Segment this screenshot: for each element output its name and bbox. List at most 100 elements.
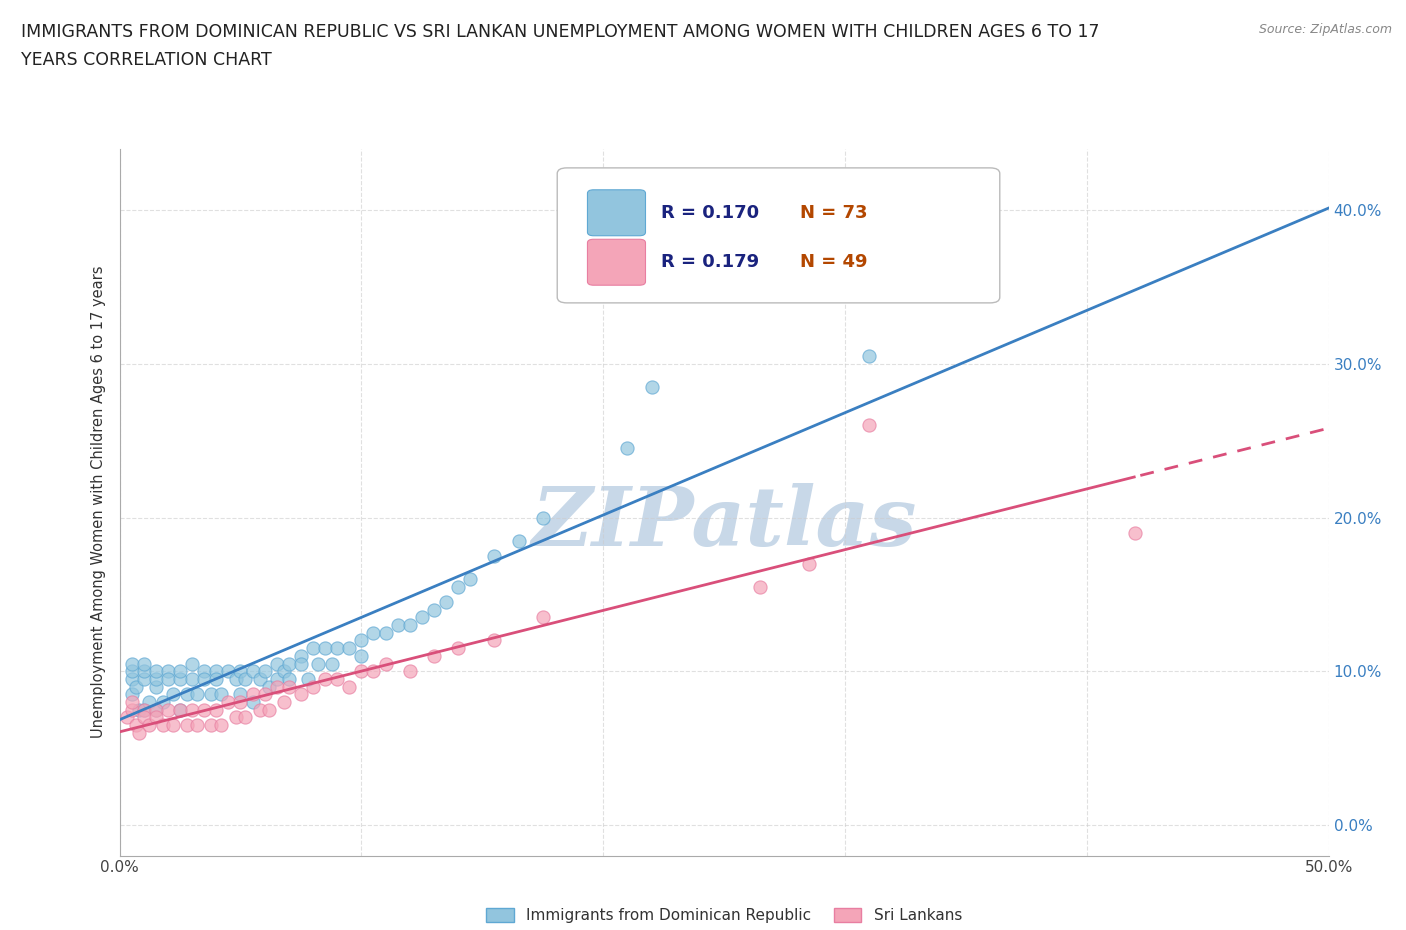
Point — [132, 702, 155, 717]
Point — [307, 656, 329, 671]
Text: R = 0.170: R = 0.170 — [661, 204, 759, 221]
Point — [121, 664, 143, 679]
Point — [858, 418, 880, 432]
Point — [128, 725, 150, 740]
Point — [229, 687, 252, 702]
Text: N = 49: N = 49 — [800, 253, 868, 272]
Point — [411, 610, 433, 625]
Point — [217, 695, 239, 710]
Point — [132, 671, 155, 686]
Point — [156, 664, 179, 679]
Point — [145, 702, 167, 717]
Point — [205, 671, 228, 686]
Point — [314, 641, 336, 656]
Point — [225, 671, 247, 686]
Point — [858, 349, 880, 364]
Point — [225, 710, 247, 724]
Point — [326, 641, 349, 656]
Point — [193, 664, 215, 679]
Point — [193, 671, 215, 686]
Point — [152, 718, 174, 733]
Point — [447, 641, 470, 656]
Point — [259, 702, 281, 717]
Point — [350, 633, 373, 648]
Point — [398, 664, 420, 679]
Point — [640, 379, 662, 394]
Point — [145, 679, 167, 694]
Y-axis label: Unemployment Among Women with Children Ages 6 to 17 years: Unemployment Among Women with Children A… — [91, 266, 107, 738]
Point — [162, 718, 184, 733]
Point — [181, 702, 204, 717]
Text: IMMIGRANTS FROM DOMINICAN REPUBLIC VS SRI LANKAN UNEMPLOYMENT AMONG WOMEN WITH C: IMMIGRANTS FROM DOMINICAN REPUBLIC VS SR… — [21, 23, 1099, 41]
Point — [145, 671, 167, 686]
Point — [193, 702, 215, 717]
Point — [266, 656, 288, 671]
Point — [152, 695, 174, 710]
Point — [363, 664, 385, 679]
Text: Source: ZipAtlas.com: Source: ZipAtlas.com — [1258, 23, 1392, 36]
Point — [363, 625, 385, 640]
Point — [749, 579, 772, 594]
Point — [531, 610, 554, 625]
Point — [138, 695, 160, 710]
Point — [186, 687, 208, 702]
Point — [121, 656, 143, 671]
Point — [209, 687, 232, 702]
Point — [132, 710, 155, 724]
Point — [132, 656, 155, 671]
Point — [350, 648, 373, 663]
Point — [249, 671, 271, 686]
Point — [176, 687, 198, 702]
Point — [121, 702, 143, 717]
FancyBboxPatch shape — [588, 239, 645, 286]
Point — [374, 656, 396, 671]
Point — [277, 679, 299, 694]
Point — [145, 702, 167, 717]
Point — [233, 671, 256, 686]
Point — [484, 633, 506, 648]
Point — [200, 718, 222, 733]
Point — [277, 671, 299, 686]
Point — [181, 656, 204, 671]
Point — [434, 594, 457, 609]
Point — [229, 664, 252, 679]
Point — [121, 695, 143, 710]
Point — [186, 718, 208, 733]
Point — [273, 695, 295, 710]
Point — [233, 710, 256, 724]
Point — [145, 710, 167, 724]
FancyBboxPatch shape — [588, 190, 645, 235]
Point — [302, 679, 325, 694]
Point — [277, 656, 299, 671]
Point — [169, 702, 191, 717]
Point — [242, 664, 264, 679]
Point — [145, 664, 167, 679]
Point — [209, 718, 232, 733]
Point — [350, 664, 373, 679]
Point — [242, 695, 264, 710]
Point — [290, 648, 312, 663]
Point — [314, 671, 336, 686]
Point — [508, 533, 530, 548]
Point — [797, 556, 820, 571]
Text: N = 73: N = 73 — [800, 204, 868, 221]
Point — [326, 671, 349, 686]
Point — [205, 702, 228, 717]
Point — [616, 441, 638, 456]
Point — [337, 641, 360, 656]
Point — [125, 718, 148, 733]
Point — [121, 687, 143, 702]
Point — [458, 572, 481, 587]
Point — [181, 671, 204, 686]
Point — [229, 695, 252, 710]
Legend: Immigrants from Dominican Republic, Sri Lankans: Immigrants from Dominican Republic, Sri … — [479, 901, 969, 929]
Point — [259, 679, 281, 694]
Point — [273, 664, 295, 679]
Point — [484, 549, 506, 564]
Point — [249, 702, 271, 717]
Point — [266, 679, 288, 694]
Point — [115, 710, 138, 724]
Point — [162, 687, 184, 702]
Point — [1123, 525, 1146, 540]
Point — [398, 618, 420, 632]
